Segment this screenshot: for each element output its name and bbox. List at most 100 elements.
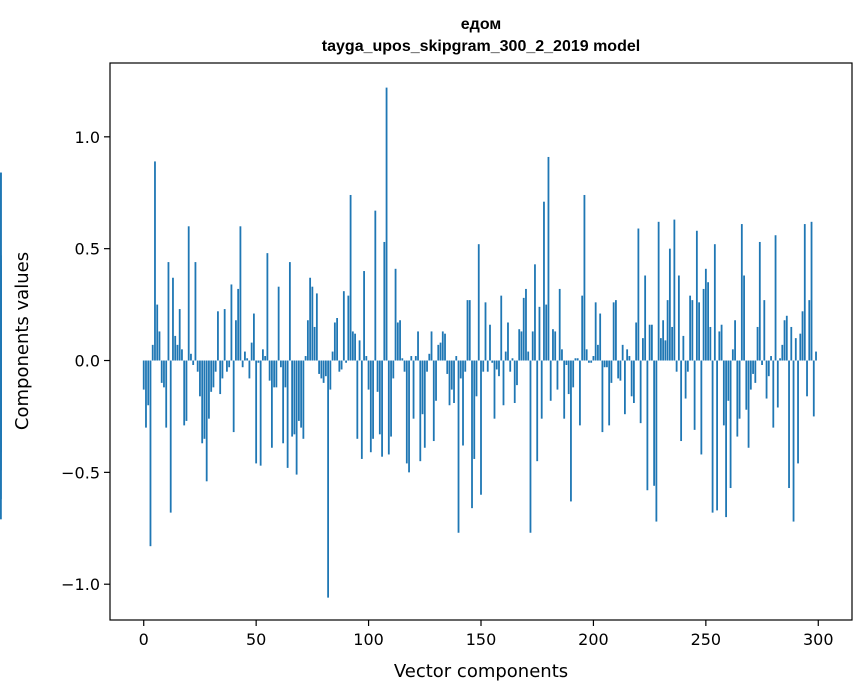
bar-54 [264, 356, 267, 361]
bar-169 [522, 297, 525, 361]
bar-244 [691, 300, 694, 361]
bar-105 [378, 360, 381, 435]
bar-239 [680, 360, 683, 442]
bar-187 [563, 360, 566, 419]
bar-3 [149, 360, 152, 547]
bar-214 [624, 360, 626, 415]
x-tick-label: 200 [578, 630, 609, 649]
bar-39 [230, 284, 233, 361]
bar-195 [581, 295, 584, 361]
bar-172 [529, 360, 532, 533]
bar-163 [509, 360, 512, 372]
bar-93 [351, 331, 354, 361]
chart-title: едом [461, 16, 501, 33]
bar-161 [504, 351, 507, 361]
bar-125 [423, 360, 426, 448]
bar-90 [345, 360, 347, 363]
bar-135 [446, 360, 449, 374]
bar-265 [738, 360, 741, 419]
bar-277 [765, 360, 768, 399]
bar-207 [608, 360, 611, 426]
bar-56 [268, 360, 271, 381]
bar-21 [190, 353, 192, 361]
bar-44 [241, 360, 244, 368]
bar-272 [754, 360, 757, 383]
bar-266 [740, 224, 743, 361]
bar-87 [338, 360, 341, 372]
bar-0 [142, 360, 145, 390]
bar-231 [662, 320, 665, 361]
bar-255 [716, 360, 718, 511]
bar-100 [367, 360, 370, 390]
bar-61 [279, 360, 282, 368]
bar-153 [486, 360, 489, 372]
bar-40 [232, 360, 235, 433]
bar-288 [790, 326, 793, 361]
bar-227 [653, 360, 656, 486]
bar-181 [549, 360, 552, 401]
bar-299 [815, 351, 817, 361]
y-tick-label: 1.0 [75, 128, 100, 147]
y-tick-label: 0.0 [75, 352, 100, 371]
bar-290 [794, 338, 797, 361]
bar-26 [201, 360, 204, 444]
bar-162 [507, 322, 509, 361]
bar-217 [630, 360, 633, 397]
x-tick-label: 50 [246, 630, 266, 649]
bar-103 [374, 210, 377, 361]
bar-71 [302, 360, 305, 439]
bar-55 [266, 253, 269, 361]
bar-284 [781, 344, 784, 361]
bar-179 [545, 304, 548, 361]
bar-136 [448, 360, 451, 406]
bar-221 [639, 360, 642, 424]
bar-146 [471, 360, 473, 509]
bar-86 [336, 318, 338, 361]
bar-292 [799, 333, 802, 361]
bar-113 [396, 322, 399, 361]
bar-182 [552, 329, 554, 361]
bar-94 [354, 333, 356, 361]
bar-110 [390, 360, 392, 437]
bar-204 [601, 360, 604, 433]
bar-58 [273, 360, 276, 388]
bar-undefined [0, 266, 2, 361]
bar-120 [412, 360, 415, 419]
bar-77 [315, 293, 318, 361]
bar-167 [518, 329, 521, 361]
bar-225 [648, 324, 651, 361]
bar-76 [313, 326, 316, 361]
bar-223 [644, 275, 647, 361]
bar-234 [668, 248, 671, 361]
bar-211 [617, 360, 620, 379]
bar-51 [257, 360, 260, 363]
bar-14 [174, 335, 177, 361]
bar-197 [585, 349, 588, 361]
bar-256 [718, 331, 721, 361]
bar-138 [453, 360, 455, 404]
bar-263 [734, 320, 736, 361]
bar-11 [167, 262, 170, 361]
bar-297 [810, 221, 813, 361]
bar-83 [329, 360, 332, 390]
bar-279 [770, 356, 772, 361]
bar-236 [673, 219, 676, 361]
bar-242 [686, 360, 689, 372]
chart-subtitle: tayga_upos_skipgram_300_2_2019 model [322, 38, 640, 55]
bar-50 [255, 360, 258, 464]
bar-22 [192, 360, 195, 365]
bar-228 [655, 360, 658, 522]
bar-117 [405, 360, 408, 464]
bar-196 [583, 194, 586, 361]
bar-59 [275, 360, 278, 388]
bar-254 [713, 244, 716, 361]
bar-202 [597, 344, 599, 361]
bar-205 [603, 360, 606, 368]
bar-235 [671, 326, 674, 361]
bar-81 [324, 360, 327, 377]
bar-273 [756, 326, 759, 361]
bar-166 [516, 360, 518, 386]
bar-124 [421, 360, 424, 415]
bar-33 [217, 311, 219, 361]
